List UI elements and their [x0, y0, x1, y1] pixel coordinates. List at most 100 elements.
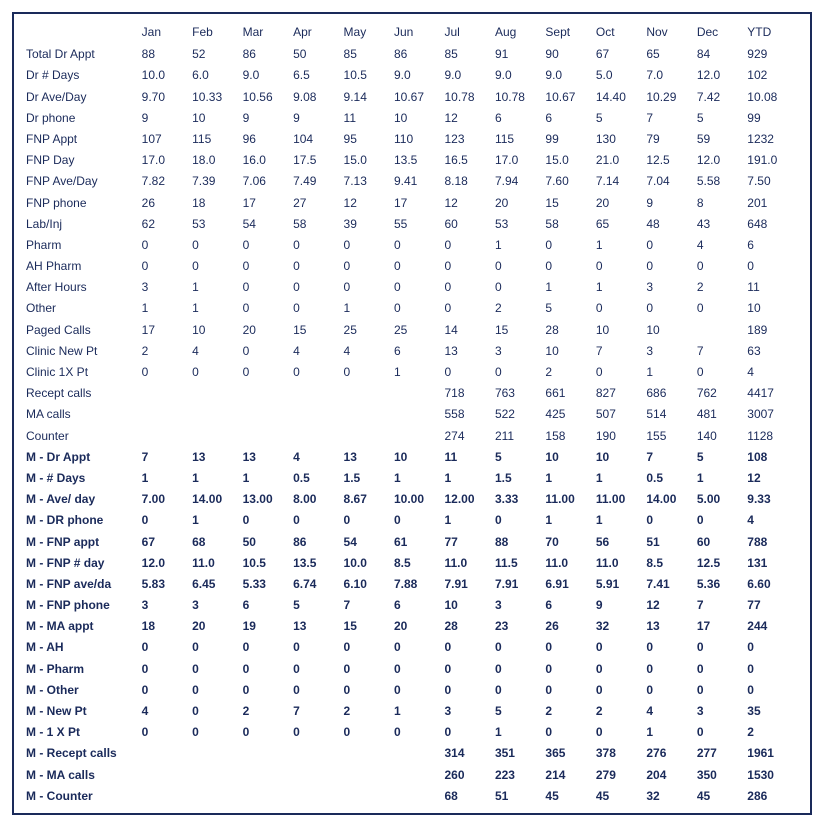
- cell: 108: [745, 447, 800, 468]
- row-label: Lab/Inj: [24, 214, 140, 235]
- cell: 0: [644, 510, 694, 531]
- cell: 0: [644, 298, 694, 319]
- cell: 0: [190, 256, 240, 277]
- cell: 0: [493, 510, 543, 531]
- cell: 189: [745, 320, 800, 341]
- cell: 10: [594, 447, 644, 468]
- cell: 10: [442, 595, 492, 616]
- cell: 77: [745, 595, 800, 616]
- cell: 0: [342, 659, 392, 680]
- cell: 12.00: [442, 489, 492, 510]
- cell: 10: [190, 320, 240, 341]
- cell: 1: [342, 298, 392, 319]
- cell: 3: [493, 341, 543, 362]
- table-row: M - Counter685145453245286: [24, 786, 800, 807]
- cell: 0: [745, 637, 800, 658]
- cell: 0: [342, 256, 392, 277]
- cell: 15: [291, 320, 341, 341]
- cell: 7.50: [745, 171, 800, 192]
- row-label: M - Ave/ day: [24, 489, 140, 510]
- cell: 0: [241, 722, 291, 743]
- cell: 6: [392, 595, 442, 616]
- cell: 45: [695, 786, 745, 807]
- cell: 0: [493, 659, 543, 680]
- cell: 0: [442, 235, 492, 256]
- cell: 55: [392, 214, 442, 235]
- table-row: AH Pharm0000000000000: [24, 256, 800, 277]
- table-row: M - AH0000000000000: [24, 637, 800, 658]
- cell: 10.29: [644, 87, 694, 108]
- cell: 0: [594, 659, 644, 680]
- cell: 13.5: [392, 150, 442, 171]
- cell: 10: [190, 108, 240, 129]
- cell: [342, 426, 392, 447]
- cell: 7.41: [644, 574, 694, 595]
- table-row: M - Dr Appt7131341310115101075108: [24, 447, 800, 468]
- cell: 86: [291, 532, 341, 553]
- cell: 1: [442, 468, 492, 489]
- cell: 4: [342, 341, 392, 362]
- cell: 788: [745, 532, 800, 553]
- cell: 2: [594, 701, 644, 722]
- row-label: M - Other: [24, 680, 140, 701]
- cell: 10: [594, 320, 644, 341]
- cell: 0: [392, 235, 442, 256]
- cell: 0: [695, 510, 745, 531]
- cell: 130: [594, 129, 644, 150]
- row-label: M - New Pt: [24, 701, 140, 722]
- cell: [241, 786, 291, 807]
- cell: 4: [745, 510, 800, 531]
- table-body: Total Dr Appt885286508586859190676584929…: [24, 44, 800, 807]
- cell: 1: [594, 235, 644, 256]
- cell: 1: [594, 510, 644, 531]
- cell: 1: [594, 468, 644, 489]
- cell: 0: [291, 298, 341, 319]
- cell: 827: [594, 383, 644, 404]
- metrics-table: Jan Feb Mar Apr May Jun Jul Aug Sept Oct…: [24, 22, 800, 807]
- cell: 0: [543, 722, 593, 743]
- cell: 50: [241, 532, 291, 553]
- row-label: Recept calls: [24, 383, 140, 404]
- cell: 6: [543, 108, 593, 129]
- cell: 0: [442, 362, 492, 383]
- cell: 0: [392, 510, 442, 531]
- cell: 67: [140, 532, 190, 553]
- cell: 0: [543, 637, 593, 658]
- cell: 0: [140, 510, 190, 531]
- cell: 0: [140, 680, 190, 701]
- cell: 7: [644, 108, 694, 129]
- cell: 10.5: [342, 65, 392, 86]
- cell: 0: [241, 298, 291, 319]
- cell: 4: [140, 701, 190, 722]
- cell: 0: [442, 637, 492, 658]
- cell: 0: [493, 637, 543, 658]
- cell: [241, 743, 291, 764]
- cell: 0: [291, 256, 341, 277]
- cell: 1: [190, 298, 240, 319]
- table-row: Dr Ave/Day9.7010.3310.569.089.1410.6710.…: [24, 87, 800, 108]
- cell: 11.00: [594, 489, 644, 510]
- cell: 0: [241, 235, 291, 256]
- cell: 85: [442, 44, 492, 65]
- cell: 0: [695, 362, 745, 383]
- cell: 9: [644, 193, 694, 214]
- cell: 2: [543, 701, 593, 722]
- row-label: M - FNP # day: [24, 553, 140, 574]
- cell: 88: [493, 532, 543, 553]
- cell: 43: [695, 214, 745, 235]
- row-label: AH Pharm: [24, 256, 140, 277]
- cell: [140, 786, 190, 807]
- cell: 17.5: [291, 150, 341, 171]
- row-label: FNP phone: [24, 193, 140, 214]
- cell: 5: [493, 701, 543, 722]
- cell: 0.5: [291, 468, 341, 489]
- col-jan: Jan: [140, 22, 190, 44]
- cell: 0: [392, 680, 442, 701]
- cell: 12: [442, 193, 492, 214]
- cell: 0: [342, 680, 392, 701]
- cell: 7.0: [644, 65, 694, 86]
- cell: 79: [644, 129, 694, 150]
- cell: 10.33: [190, 87, 240, 108]
- cell: 1128: [745, 426, 800, 447]
- cell: 201: [745, 193, 800, 214]
